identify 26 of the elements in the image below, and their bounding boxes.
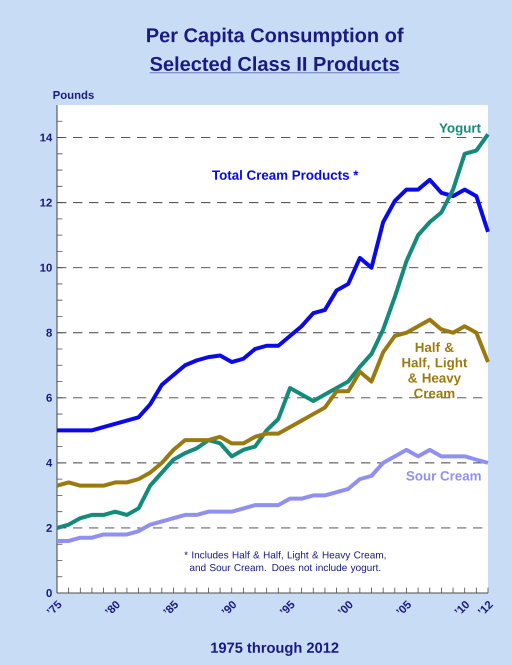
series-label: Sour Cream — [406, 471, 481, 481]
y-tick-label: 4 — [46, 458, 52, 467]
x-tick-label: ’00 — [338, 601, 352, 613]
x-tick-label: ’90 — [221, 601, 236, 613]
y-axis-title: Pounds — [53, 90, 94, 99]
x-tick-label: ’95 — [279, 600, 294, 613]
x-tick-label: ’12 — [477, 600, 494, 614]
series-label: Half & Half, Light & Heavy Cream — [402, 342, 468, 398]
chart-subtitle: Selected Class II Products — [150, 56, 399, 71]
y-tick-label: 6 — [46, 394, 52, 402]
y-tick-label: 10 — [40, 264, 52, 272]
chart-title: Per Capita Consumption of — [147, 28, 404, 46]
series-label: Yogurt — [439, 123, 481, 136]
y-tick-label: 2 — [46, 524, 52, 532]
text: Total Cream Products * — [212, 170, 358, 180]
x-axis-title: 1975 through 2012 — [211, 642, 338, 656]
x-tick-label: ’75 — [46, 600, 62, 613]
x-tick-label: ’05 — [396, 600, 411, 613]
annotation: * Includes Half & Half, Light & Heavy Cream, and Sour Cream. Does not include yogurt. — [184, 551, 386, 574]
x-tick-label: ’80 — [104, 601, 120, 614]
y-tick-label: 8 — [46, 328, 52, 337]
x-tick-label: ’10 — [454, 601, 469, 614]
y-tick-label: 0 — [46, 588, 52, 598]
x-tick-label: ’85 — [162, 600, 178, 614]
y-tick-label: 12 — [40, 198, 52, 207]
y-tick-label: 14 — [40, 134, 52, 142]
